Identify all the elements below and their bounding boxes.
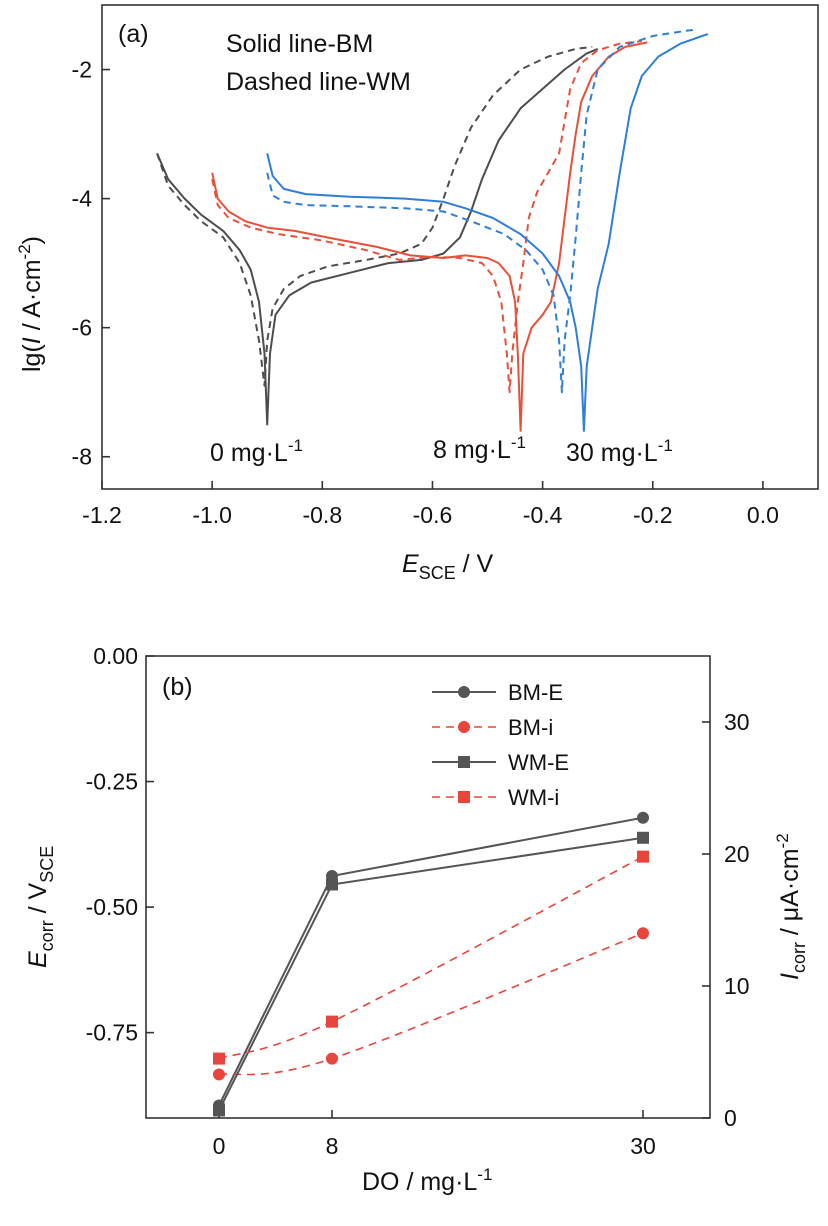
panel-b-ticks: 0 8 30 0.00 -0.25 -0.50 -0.75 0 10 20 30 xyxy=(86,643,750,1159)
point-BM-i xyxy=(637,927,649,940)
point-BM-i xyxy=(213,1068,225,1081)
panel-a-ylabel: lg(I / A·cm-2) xyxy=(15,236,46,372)
series-line-BM-E xyxy=(218,816,644,1106)
panel-a-ticks: -1.2 -1.0 -0.8 -0.6 -0.4 -0.2 0.0 -8 -6 -4 -2 xyxy=(72,57,779,528)
y-right-tick-label: 10 xyxy=(724,973,750,999)
panel-b-tag: (b) xyxy=(162,673,193,701)
y-left-tick-label: -0.25 xyxy=(86,769,138,795)
annotation-0: 0 mg·L-1 xyxy=(210,436,303,467)
curve-0-solid xyxy=(156,47,599,426)
x-tick-label: 30 xyxy=(630,1133,656,1159)
x-tick-label: -0.8 xyxy=(302,502,342,528)
x-tick-label: -1.0 xyxy=(192,502,232,528)
legend-marker-BM-i xyxy=(458,721,470,733)
point-WM-i xyxy=(213,1052,225,1065)
legend-marker-WM-i xyxy=(458,791,470,803)
y-right-tick-label: 30 xyxy=(724,709,750,735)
note-dashed: Dashed line-WM xyxy=(226,68,411,96)
x-tick-label: -0.4 xyxy=(523,502,563,528)
y-tick-label: -8 xyxy=(72,444,92,470)
y-tick-label: -4 xyxy=(72,186,93,212)
panel-b-xlabel: DO / mg·L-1 xyxy=(362,1165,492,1196)
panel-b-frame xyxy=(145,655,711,1119)
legend-marker-BM-E xyxy=(458,686,470,698)
x-tick-label: 0 xyxy=(213,1133,226,1159)
y-tick-label: -2 xyxy=(72,57,92,83)
x-tick-label: 8 xyxy=(326,1133,339,1159)
point-BM-E xyxy=(637,811,649,824)
panel-a-tag: (a) xyxy=(118,20,149,48)
x-tick-label: 0.0 xyxy=(747,502,779,528)
y-left-tick-label: -0.75 xyxy=(86,1020,138,1046)
x-tick-label: -0.6 xyxy=(413,502,453,528)
note-solid: Solid line-BM xyxy=(226,30,373,58)
annotation-30: 30 mg·L-1 xyxy=(566,436,673,467)
point-WM-E xyxy=(213,1104,225,1117)
annotation-8: 8 mg·L-1 xyxy=(433,433,526,464)
point-WM-E xyxy=(326,878,338,891)
panel-a-frame xyxy=(101,4,819,490)
point-WM-i xyxy=(326,1015,338,1028)
x-tick-label: -0.2 xyxy=(633,502,673,528)
series-line-WM-i xyxy=(218,855,644,1060)
legend-label-BM-i: BM-i xyxy=(508,715,553,740)
curve-30-dashed xyxy=(266,28,697,394)
point-WM-i xyxy=(637,850,649,863)
panel-a-xlabel: ESCE / V xyxy=(402,550,494,583)
y-left-tick-label: 0.00 xyxy=(93,643,138,669)
panel-a-curves xyxy=(156,28,709,432)
legend-label-WM-i: WM-i xyxy=(508,785,559,810)
legend-label-WM-E: WM-E xyxy=(508,750,569,775)
y-left-tick-label: -0.50 xyxy=(86,894,138,920)
curve-0-dashed xyxy=(156,45,593,387)
legend: BM-E BM-i WM-E WM-i xyxy=(432,680,569,810)
panel-b-series xyxy=(213,811,649,1117)
panel-a: -1.2 -1.0 -0.8 -0.6 -0.4 -0.2 0.0-8-6-4-2 (a) … xyxy=(15,4,819,583)
panel-b-ylabel-right: Icorr / μA·cm-2 xyxy=(773,833,809,980)
x-tick-label: -1.2 xyxy=(82,502,122,528)
y-right-tick-label: 0 xyxy=(724,1105,737,1131)
point-WM-E xyxy=(637,831,649,844)
series-line-BM-i xyxy=(218,932,644,1076)
legend-label-BM-E: BM-E xyxy=(508,680,563,705)
curve-8-solid xyxy=(211,41,648,432)
y-tick-label: -6 xyxy=(72,315,92,341)
legend-marker-WM-E xyxy=(458,756,470,768)
y-right-tick-label: 20 xyxy=(724,841,750,867)
curve-8-dashed xyxy=(211,40,642,394)
curve-30-solid xyxy=(266,33,709,432)
panel-b-ylabel-left: Ecorr / VSCE xyxy=(24,846,57,968)
point-BM-i xyxy=(326,1052,338,1065)
